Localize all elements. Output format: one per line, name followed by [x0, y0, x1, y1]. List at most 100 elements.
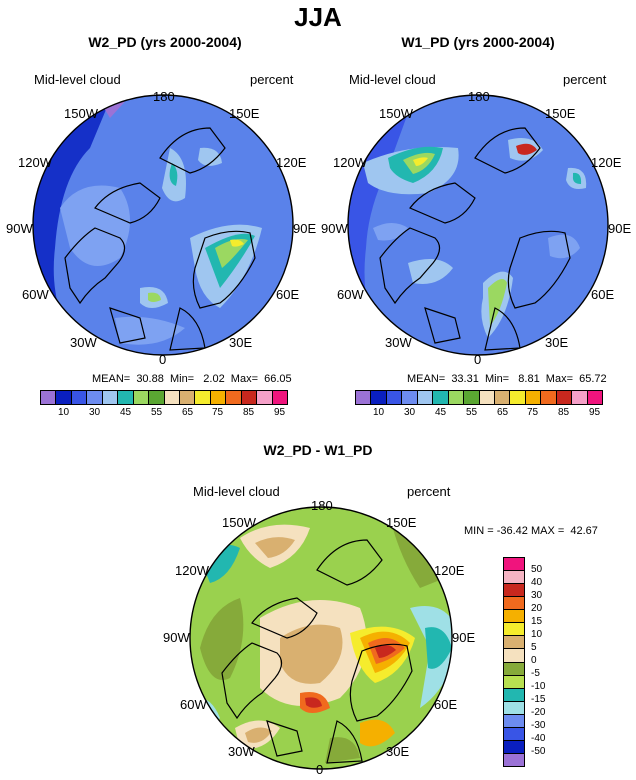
d-lon-120w: 120W — [175, 563, 209, 578]
p1-lon-30e: 30E — [229, 335, 253, 350]
cb2-label: 85 — [558, 407, 570, 418]
colorbar-swatch — [504, 558, 524, 572]
colorbar-swatch — [504, 584, 524, 598]
colorbar-swatch — [402, 391, 418, 404]
colorbar-swatch — [504, 688, 524, 702]
cb3-label: -30 — [531, 720, 546, 731]
p1-lon-150w: 150W — [64, 106, 98, 121]
cb1-label: 95 — [274, 407, 286, 418]
cb3-label: 0 — [531, 655, 537, 666]
colorbar-swatch — [179, 391, 196, 404]
cb3-label: -20 — [531, 707, 546, 718]
panel2-variable-label: Mid-level cloud — [349, 72, 436, 87]
colorbar-swatch — [464, 391, 480, 404]
colorbar-swatch — [541, 391, 557, 404]
cb3-label: 20 — [531, 603, 543, 614]
cb3-label: 5 — [531, 642, 537, 653]
cb1-label: 65 — [182, 407, 194, 418]
cb1-label: 85 — [243, 407, 255, 418]
panel2-boundary — [347, 94, 609, 356]
panel1-units-label: percent — [250, 72, 294, 87]
colorbar-swatch — [479, 391, 495, 404]
p2-lon-30e: 30E — [545, 335, 569, 350]
p2-lon-0: 0 — [474, 352, 482, 367]
diff-minmax: MIN = -36.42 MAX = 42.67 — [464, 525, 598, 537]
colorbar-swatch — [71, 391, 88, 404]
colorbar-swatch — [417, 391, 434, 404]
diff-map — [189, 506, 453, 770]
colorbar-swatch — [504, 636, 524, 650]
colorbar-swatch — [149, 391, 165, 404]
cb3-label: 10 — [531, 629, 543, 640]
d-lon-0: 0 — [316, 762, 324, 777]
p1-lon-0: 0 — [159, 352, 167, 367]
p2-lon-120w: 120W — [333, 155, 367, 170]
colorbar-swatch — [272, 391, 287, 404]
p1-lon-150e: 150E — [229, 106, 260, 121]
diff-units-label: percent — [407, 484, 451, 499]
cb2-label: 75 — [527, 407, 539, 418]
p2-lon-60e: 60E — [591, 287, 615, 302]
colorbar-swatch — [510, 391, 526, 404]
cb2-label: 65 — [497, 407, 509, 418]
colorbar-swatch — [257, 391, 273, 404]
d-lon-60w: 60W — [180, 697, 207, 712]
cb1-label: 10 — [58, 407, 70, 418]
colorbar-swatch — [504, 662, 524, 676]
p2-lon-60w: 60W — [337, 287, 364, 302]
cb1-label: 55 — [151, 407, 163, 418]
colorbar-swatch — [164, 391, 180, 404]
panel1-boundary — [32, 94, 294, 356]
p2-lon-150w: 150W — [379, 106, 413, 121]
p2-lon-90e: 90E — [608, 221, 632, 236]
p1-lon-30w: 30W — [70, 335, 97, 350]
p1-lon-120w: 120W — [18, 155, 52, 170]
panel1-coastlines — [64, 127, 256, 351]
cb3-label: -40 — [531, 733, 546, 744]
colorbar-swatch — [556, 391, 573, 404]
colorbar-swatch — [433, 391, 449, 404]
panel1-variable-label: Mid-level cloud — [34, 72, 121, 87]
d-lon-150e: 150E — [386, 515, 417, 530]
d-lon-60e: 60E — [434, 697, 458, 712]
colorbar-swatch — [504, 753, 524, 766]
colorbar-swatch — [504, 740, 524, 754]
panel1-colorbar: 10 30 45 55 65 75 85 95 — [40, 390, 288, 419]
d-lon-120e: 120E — [434, 563, 465, 578]
d-lon-90e: 90E — [452, 630, 476, 645]
p1-lon-120e: 120E — [276, 155, 307, 170]
diff-field — [190, 507, 452, 769]
cb1-label: 30 — [89, 407, 101, 418]
d-lon-150w: 150W — [222, 515, 256, 530]
colorbar-swatch — [226, 391, 242, 404]
colorbar-swatch — [587, 391, 602, 404]
d-lon-30w: 30W — [228, 744, 255, 759]
panel2-colorbar: 10 30 45 55 65 75 85 95 — [355, 390, 603, 419]
panel2-units-label: percent — [563, 72, 607, 87]
colorbar-swatch — [195, 391, 211, 404]
colorbar-swatch — [525, 391, 542, 404]
panel1-map — [32, 94, 294, 356]
panel2-title: W1_PD (yrs 2000-2004) — [401, 34, 555, 50]
cb3-label: 30 — [531, 590, 543, 601]
colorbar-swatch — [504, 701, 524, 715]
colorbar-swatch — [504, 597, 524, 611]
panel1-colorbar-labels: 10 30 45 55 65 75 85 95 — [40, 405, 286, 419]
p2-lon-150e: 150E — [545, 106, 576, 121]
d-lon-30e: 30E — [386, 744, 410, 759]
colorbar-swatch — [386, 391, 403, 404]
colorbar-swatch — [241, 391, 258, 404]
colorbar-swatch — [504, 571, 524, 585]
colorbar-swatch — [118, 391, 134, 404]
panel1-title: W2_PD (yrs 2000-2004) — [88, 34, 242, 50]
cb3-label: -10 — [531, 681, 546, 692]
cb3-label: 40 — [531, 577, 543, 588]
diff-coastlines — [221, 539, 413, 764]
panel2-field — [348, 95, 608, 355]
p1-lon-180: 180 — [153, 89, 175, 104]
colorbar-swatch — [87, 391, 103, 404]
p1-lon-60e: 60E — [276, 287, 300, 302]
colorbar-swatch — [504, 675, 524, 689]
cb1-label: 75 — [212, 407, 224, 418]
diff-colorbar — [503, 557, 525, 767]
